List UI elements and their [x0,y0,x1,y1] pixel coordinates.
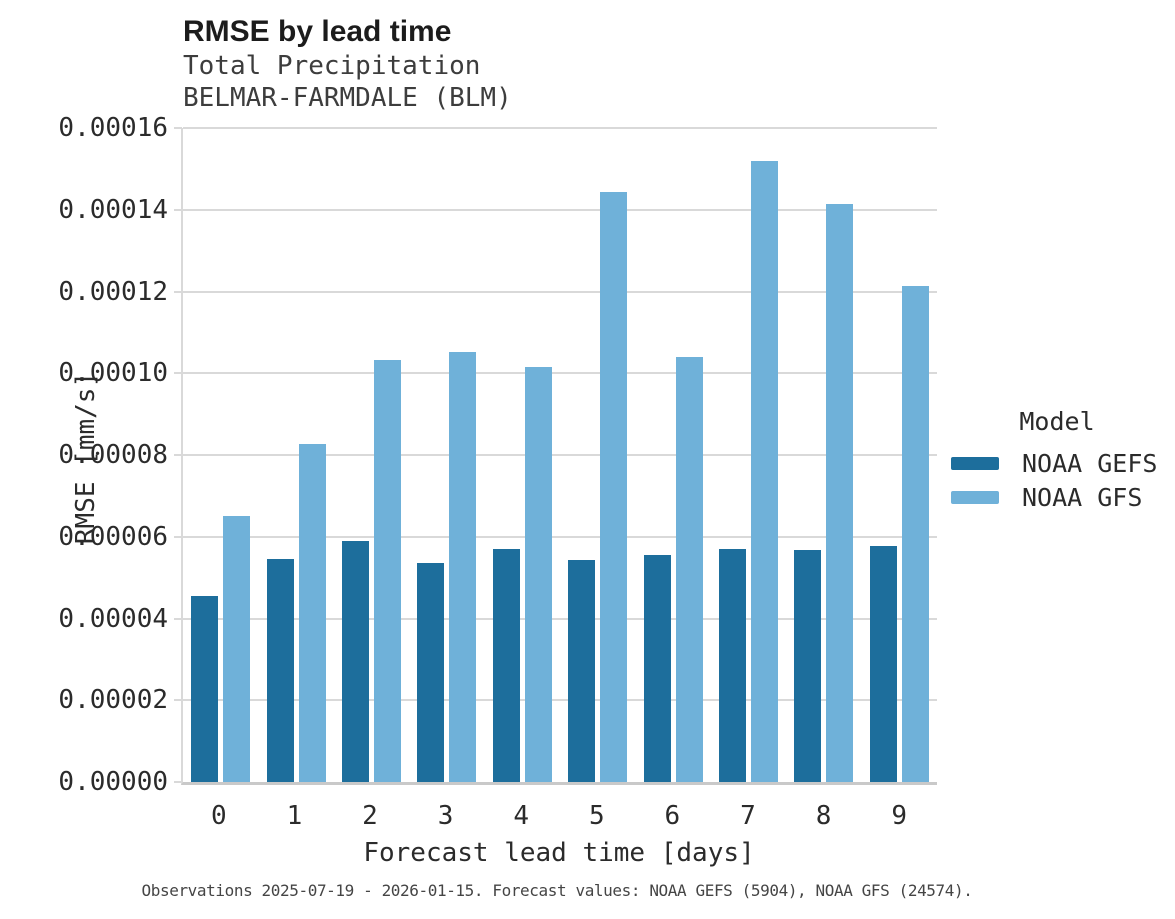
legend-swatch-noaa-gfs [951,490,999,504]
bar-group-day-3 [409,128,484,782]
x-tick-label: 1 [286,801,303,831]
y-tick-mark [174,617,182,620]
bar-noaa-gfs-day-0 [223,515,251,782]
bars-layer [183,128,937,782]
gridline [183,290,937,293]
y-tick-mark [174,127,182,129]
bar-group-day-7 [711,128,786,782]
x-tick-label: 3 [437,801,454,831]
legend-entry-noaa-gfs: NOAA GFS [951,480,1163,514]
x-tick-label: 8 [815,801,832,831]
bar-group-day-1 [258,128,333,782]
bar-noaa-gefs-day-7 [718,548,746,782]
y-tick-mark [174,454,182,456]
bar-noaa-gefs-day-1 [266,559,294,782]
y-tick-label: 0.00010 [58,358,168,389]
bar-group-day-6 [635,128,710,782]
chart-header: RMSE by lead time Total Precipitation BE… [183,14,512,114]
bar-noaa-gefs-day-4 [492,549,520,782]
y-tick-label: 0.00012 [58,276,168,307]
bar-noaa-gfs-day-3 [449,351,477,782]
y-tick-mark [174,372,182,375]
gridline [183,454,937,456]
bar-noaa-gfs-day-1 [298,444,326,782]
x-axis-tick-labels: 0 1 2 3 4 5 6 7 8 9 [181,802,937,830]
y-tick-mark [174,535,182,538]
bar-noaa-gfs-day-7 [750,161,778,782]
y-tick-label: 0.00002 [58,685,168,716]
y-tick-mark [174,208,182,211]
x-tick-label: 2 [362,801,378,831]
y-tick-label: 0.00006 [58,521,168,552]
bar-group-day-5 [560,128,635,782]
legend-swatch-noaa-gefs [951,456,999,470]
bar-noaa-gefs-day-8 [794,549,822,782]
x-tick-label: 7 [740,801,756,831]
chart-subtitle-variable: Total Precipitation [183,51,481,81]
y-tick-label: 0.00000 [58,767,168,797]
bar-noaa-gfs-day-5 [600,191,628,782]
chart-subtitle-station: BELMAR-FARMDALE (BLM) [183,83,512,113]
bar-group-day-2 [334,128,409,782]
y-tick-mark [174,290,182,293]
bar-noaa-gefs-day-0 [191,596,219,782]
bar-noaa-gfs-day-4 [524,367,552,782]
bar-noaa-gefs-day-9 [869,546,897,782]
bar-noaa-gefs-day-6 [643,555,671,782]
legend-title: Model [1019,407,1095,436]
y-tick-mark [174,699,182,702]
bar-noaa-gfs-day-9 [901,286,929,782]
x-tick-label: 0 [210,801,227,831]
bar-group-day-4 [485,128,560,782]
bar-noaa-gfs-day-8 [826,204,854,782]
y-axis-tick-labels: 0.00000 0.00002 0.00004 0.00006 0.00008 0.000… [0,113,168,797]
y-tick-label: 0.00008 [58,440,168,470]
chart-title: RMSE by lead time [183,15,452,48]
bar-group-day-0 [183,128,258,782]
bar-group-day-8 [786,128,861,782]
bar-noaa-gefs-day-3 [417,563,445,782]
legend-entry-noaa-gefs: NOAA GEFS [951,446,1163,480]
y-tick-label: 0.00004 [58,603,168,634]
x-tick-label: 6 [664,801,681,831]
legend: Model NOAA GEFS NOAA GFS [951,408,1163,514]
x-tick-label: 4 [513,801,529,831]
gridline [183,372,937,375]
bar-noaa-gefs-day-5 [568,560,596,782]
bar-noaa-gefs-day-2 [341,540,369,782]
bar-noaa-gfs-day-2 [373,360,401,782]
y-tick-mark [174,781,182,783]
x-tick-label: 5 [588,801,605,831]
x-tick-label: 9 [891,801,907,831]
chart-caption: Observations 2025-07-19 - 2026-01-15. Fo… [141,881,973,900]
gridline [183,535,937,538]
gridline [183,208,937,211]
x-axis-title: Forecast lead time [days] [363,838,755,868]
legend-label-noaa-gefs: NOAA GEFS [1022,448,1158,478]
bar-group-day-9 [862,128,937,782]
legend-entries: NOAA GEFS NOAA GFS [951,446,1163,514]
gridline [183,617,937,620]
legend-label-noaa-gfs: NOAA GFS [1022,482,1143,512]
plot-area [174,127,937,785]
gridline [183,127,937,129]
bar-noaa-gfs-day-6 [675,356,703,782]
gridline [183,699,937,702]
y-tick-label: 0.00016 [58,113,168,143]
y-tick-label: 0.00014 [58,194,168,225]
